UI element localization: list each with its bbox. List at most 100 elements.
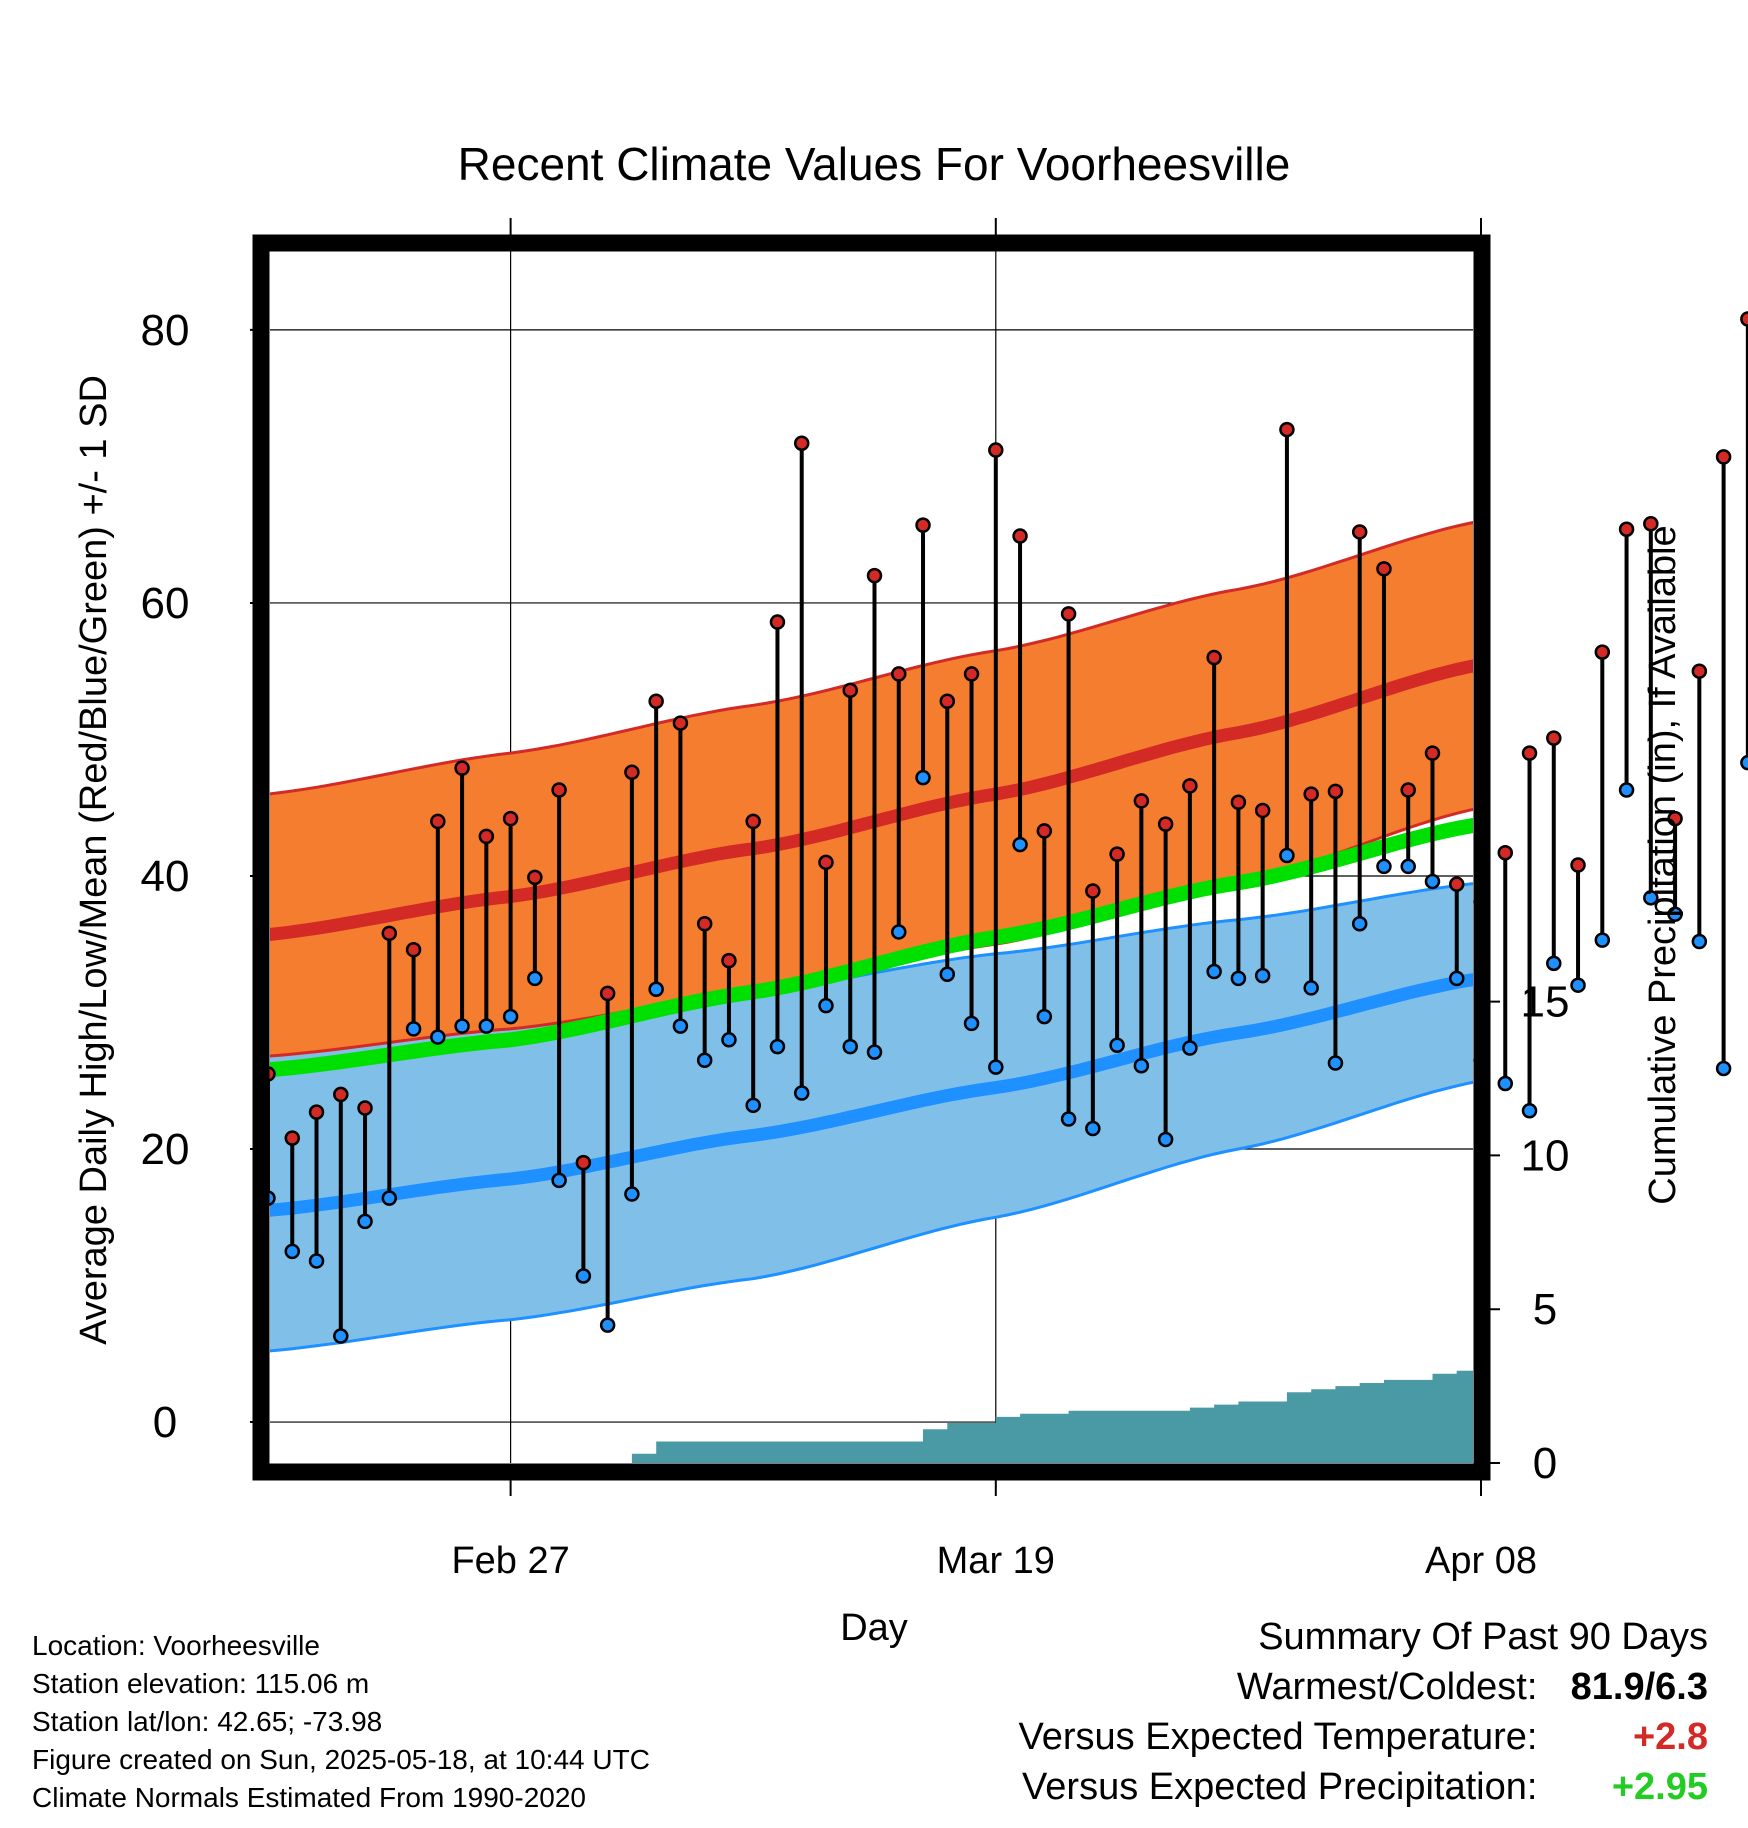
chart-title: Recent Climate Values For Voorheesville: [458, 138, 1291, 190]
temp-value: +2.8: [1632, 1716, 1708, 1758]
daily-low-point: [939, 966, 956, 983]
daily-high-point: [1109, 846, 1125, 862]
daily-low-point: [963, 1015, 980, 1032]
daily-high-point: [405, 941, 422, 958]
daily-low-point: [1327, 1055, 1344, 1071]
daily-low-point: [478, 1018, 495, 1034]
daily-low-point: [891, 924, 907, 940]
daily-high-point: [818, 854, 834, 871]
normal-bands: [270, 521, 1473, 1353]
daily-high-point: [1036, 823, 1053, 839]
daily-high-point: [381, 925, 398, 942]
precip-label: Versus Expected Precipitation:: [1022, 1766, 1538, 1808]
daily-high-point: [1400, 782, 1416, 798]
plot-frame: [252, 234, 1491, 1481]
info-latlon: Station lat/lon: 42.65; -73.98: [32, 1706, 383, 1737]
daily-low-point: [308, 1253, 325, 1269]
daily-high-point: [939, 693, 956, 709]
high-sd-band: [270, 522, 1473, 1057]
daily-low-point: [357, 1213, 373, 1230]
y2-tick-label: 10: [1521, 1131, 1570, 1180]
y2-tick-label: 0: [1533, 1439, 1557, 1488]
temp-label: Versus Expected Temperature:: [1018, 1716, 1538, 1758]
daily-high-point: [599, 985, 616, 1002]
daily-high-point: [745, 813, 761, 830]
daily-low-point: [818, 997, 834, 1014]
daily-high-point: [1351, 524, 1368, 540]
daily-high-point: [696, 916, 713, 932]
daily-high-point: [624, 764, 640, 780]
daily-high-point: [1570, 857, 1586, 873]
normal-mean-line: [270, 817, 1473, 1078]
daily-low-point: [405, 1021, 422, 1037]
daily-high-point: [1643, 516, 1659, 532]
daily-high-point: [575, 1154, 592, 1171]
daily-high-point: [1740, 311, 1748, 327]
daily-low-point: [1133, 1057, 1150, 1074]
daily-high-point: [308, 1104, 325, 1120]
daily-low-point: [1448, 970, 1465, 987]
daily-high-point: [1521, 745, 1538, 761]
daily-high-point: [672, 715, 689, 731]
daily-low-point: [1109, 1037, 1125, 1054]
daily-high-point: [1206, 649, 1222, 666]
summary-title: Summary Of Past 90 Days: [1258, 1616, 1708, 1658]
daily-low-point: [1521, 1103, 1538, 1119]
daily-high-point: [963, 666, 980, 682]
daily-low-point: [1182, 1040, 1198, 1056]
daily-high-point: [769, 614, 786, 630]
daily-low-point: [1643, 890, 1659, 906]
plot-border: [252, 234, 1491, 1481]
daily-low-point: [842, 1038, 858, 1055]
daily-low-point: [1376, 858, 1392, 875]
daily-high-point: [551, 782, 567, 798]
y-axis-label: Average Daily High/Low/Mean (Red/Blue/Gr…: [73, 375, 115, 1345]
summary-panel: Summary Of Past 90 Days Warmest/Coldest:…: [1019, 1612, 1708, 1812]
y2-axis-label: Cumulative Precipitation (in), If Availa…: [1642, 525, 1684, 1204]
y2-tick-label: 15: [1521, 978, 1570, 1027]
daily-low-point: [672, 1018, 689, 1034]
warm-cold-value: 81.9/6.3: [1570, 1666, 1708, 1708]
y-tick-label: 80: [141, 306, 190, 355]
daily-high-point: [915, 517, 931, 533]
daily-low-point: [1060, 1111, 1077, 1127]
daily-low-point: [1157, 1131, 1174, 1148]
daily-high-point: [1448, 876, 1465, 892]
daily-low-point: [648, 981, 664, 998]
daily-low-point: [1740, 754, 1748, 771]
daily-high-point: [1376, 561, 1392, 577]
daily-high-point: [502, 810, 519, 827]
y-tick-label: 40: [141, 852, 190, 901]
daily-high-point: [866, 567, 883, 584]
daily-high-point: [1497, 845, 1514, 861]
daily-high-point: [1060, 606, 1077, 622]
daily-high-point: [1424, 745, 1441, 761]
x-tick-label: Apr 08: [1425, 1540, 1537, 1582]
daily-low-point: [381, 1190, 398, 1206]
daily-low-point: [1691, 933, 1708, 950]
daily-high-point: [1546, 730, 1562, 746]
daily-high-point: [1182, 778, 1198, 794]
daily-high-point: [1085, 883, 1101, 899]
daily-high-point: [357, 1100, 373, 1116]
daily-low-point: [1230, 970, 1247, 987]
daily-high-point: [1691, 663, 1708, 679]
daily-high-point: [430, 813, 446, 830]
daily-high-point: [793, 435, 810, 451]
daily-high-point: [988, 442, 1004, 458]
daily-low-point: [988, 1059, 1004, 1075]
y-tick-label: 20: [141, 1125, 190, 1174]
daily-high-point: [1618, 521, 1635, 537]
daily-high-point: [1594, 644, 1611, 660]
warm-cold-label: Warmest/Coldest:: [1236, 1666, 1538, 1708]
daily-low-point: [551, 1172, 567, 1189]
summary-temp: Versus Expected Temperature: +2.8: [1019, 1712, 1708, 1762]
normal-high-line: [270, 659, 1473, 942]
daily-high-point: [648, 693, 664, 709]
info-location: Location: Voorheesville: [32, 1630, 320, 1661]
daily-low-point: [769, 1038, 786, 1055]
info-created: Figure created on Sun, 2025-05-18, at 10…: [32, 1744, 650, 1775]
daily-low-point: [1546, 955, 1562, 972]
